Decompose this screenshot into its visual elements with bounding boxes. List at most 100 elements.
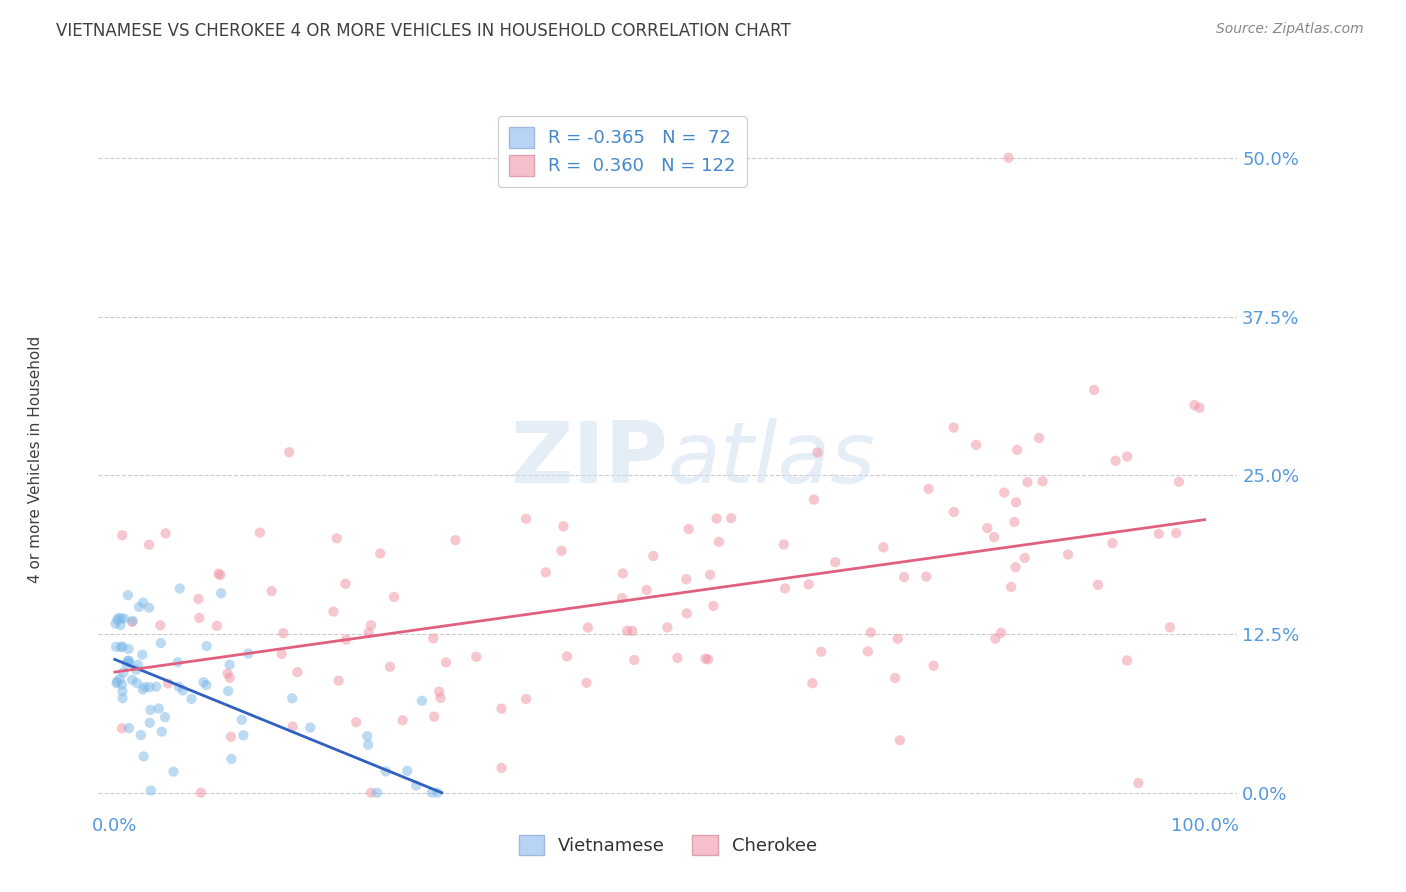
Point bbox=[281, 720, 304, 734]
Point bbox=[706, 511, 728, 525]
Point bbox=[344, 715, 367, 730]
Point bbox=[657, 620, 679, 634]
Point bbox=[576, 621, 599, 635]
Text: atlas: atlas bbox=[668, 417, 876, 501]
Point bbox=[1182, 398, 1205, 412]
Point bbox=[429, 690, 451, 705]
Point bbox=[132, 749, 155, 764]
Point bbox=[110, 618, 132, 632]
Point bbox=[357, 626, 380, 640]
Point bbox=[555, 649, 578, 664]
Point bbox=[218, 671, 240, 685]
Point bbox=[942, 420, 965, 434]
Point bbox=[699, 567, 721, 582]
Point bbox=[1000, 580, 1022, 594]
Point bbox=[621, 624, 644, 638]
Point bbox=[148, 701, 170, 715]
Point bbox=[993, 485, 1015, 500]
Point bbox=[145, 680, 167, 694]
Point bbox=[356, 729, 378, 743]
Point bbox=[810, 645, 832, 659]
Point bbox=[118, 656, 141, 670]
Point bbox=[169, 582, 191, 596]
Point bbox=[131, 648, 153, 662]
Point bbox=[322, 605, 344, 619]
Point bbox=[172, 683, 194, 698]
Point bbox=[104, 616, 127, 631]
Point bbox=[893, 570, 915, 584]
Point bbox=[976, 521, 998, 535]
Point bbox=[117, 642, 139, 657]
Point bbox=[720, 511, 742, 525]
Point bbox=[1032, 475, 1054, 489]
Point bbox=[111, 721, 134, 735]
Point bbox=[335, 576, 357, 591]
Point bbox=[797, 577, 820, 591]
Point bbox=[187, 591, 209, 606]
Point bbox=[110, 640, 132, 655]
Point bbox=[138, 681, 160, 695]
Point bbox=[612, 566, 634, 581]
Point bbox=[997, 151, 1019, 165]
Point bbox=[623, 653, 645, 667]
Text: 4 or more Vehicles in Household: 4 or more Vehicles in Household bbox=[28, 335, 44, 583]
Point bbox=[378, 660, 401, 674]
Point bbox=[121, 615, 143, 629]
Point bbox=[1087, 578, 1109, 592]
Point bbox=[180, 692, 202, 706]
Point bbox=[129, 728, 152, 742]
Point bbox=[984, 632, 1007, 646]
Point bbox=[278, 445, 301, 459]
Point bbox=[105, 676, 128, 690]
Point bbox=[360, 618, 382, 632]
Point bbox=[420, 786, 443, 800]
Point bbox=[232, 728, 254, 742]
Point bbox=[697, 652, 720, 666]
Point bbox=[411, 694, 433, 708]
Point bbox=[695, 651, 717, 665]
Point bbox=[405, 779, 427, 793]
Point bbox=[193, 675, 215, 690]
Point bbox=[610, 591, 633, 606]
Point bbox=[105, 674, 128, 689]
Text: VIETNAMESE VS CHEROKEE 4 OR MORE VEHICLES IN HOUSEHOLD CORRELATION CHART: VIETNAMESE VS CHEROKEE 4 OR MORE VEHICLE… bbox=[56, 22, 792, 40]
Point bbox=[1014, 550, 1036, 565]
Point bbox=[427, 684, 450, 698]
Point bbox=[149, 618, 172, 632]
Point bbox=[1167, 475, 1189, 489]
Point bbox=[887, 632, 910, 646]
Point bbox=[983, 530, 1005, 544]
Point bbox=[207, 566, 229, 581]
Point bbox=[218, 657, 240, 672]
Point bbox=[444, 533, 467, 548]
Point bbox=[374, 764, 396, 779]
Point bbox=[111, 691, 134, 706]
Point bbox=[491, 761, 513, 775]
Point bbox=[1116, 450, 1139, 464]
Point bbox=[360, 786, 382, 800]
Point bbox=[678, 522, 700, 536]
Point bbox=[150, 724, 173, 739]
Point bbox=[121, 614, 143, 628]
Point bbox=[117, 588, 139, 602]
Point bbox=[281, 691, 304, 706]
Point bbox=[550, 543, 572, 558]
Point bbox=[1101, 536, 1123, 550]
Point bbox=[270, 647, 292, 661]
Text: Source: ZipAtlas.com: Source: ZipAtlas.com bbox=[1216, 22, 1364, 37]
Point bbox=[357, 738, 380, 752]
Point bbox=[872, 541, 894, 555]
Point bbox=[491, 701, 513, 715]
Point bbox=[299, 721, 322, 735]
Point bbox=[217, 684, 239, 698]
Point bbox=[806, 445, 828, 459]
Point bbox=[859, 625, 882, 640]
Point bbox=[108, 672, 131, 686]
Point bbox=[366, 786, 388, 800]
Point bbox=[423, 709, 446, 723]
Point bbox=[1005, 442, 1028, 457]
Point bbox=[1028, 431, 1050, 445]
Point bbox=[139, 703, 162, 717]
Point bbox=[125, 676, 148, 690]
Point bbox=[166, 655, 188, 669]
